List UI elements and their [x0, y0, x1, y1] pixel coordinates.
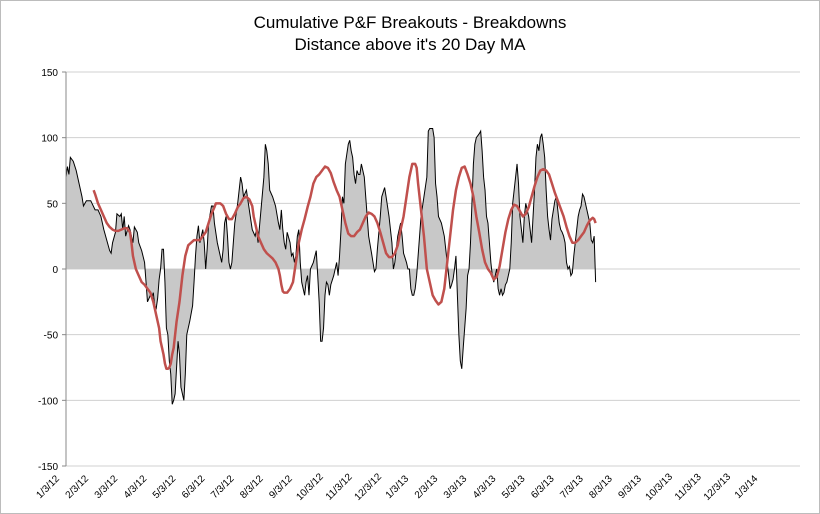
- x-tick-label: 4/3/13: [471, 473, 499, 501]
- x-tick-label: 10/3/12: [294, 471, 326, 503]
- y-tick-label: 0: [52, 265, 58, 276]
- x-tick-label: 9/3/12: [267, 473, 295, 501]
- x-tick-label: 7/3/13: [558, 473, 586, 501]
- x-tick-label: 12/3/13: [702, 471, 734, 503]
- x-tick-label: 11/3/12: [324, 472, 355, 503]
- y-tick-label: 50: [47, 199, 59, 210]
- chart-title-line-1: Cumulative P&F Breakouts - Breakdowns: [253, 13, 567, 32]
- y-tick-label: -100: [38, 396, 58, 407]
- x-tick-label: 9/3/13: [617, 473, 645, 501]
- y-tick-label: -150: [38, 462, 58, 473]
- y-tick-label: -50: [44, 331, 59, 342]
- x-tick-label: 6/3/13: [529, 473, 557, 501]
- x-tick-label: 1/3/12: [35, 473, 63, 501]
- series-layer: [65, 127, 597, 405]
- x-tick-label: 8/3/13: [587, 473, 615, 501]
- x-tick-labels: 1/3/12 2/3/12 3/3/12 4/3/12 5/3/12 6/3/12 7/3/…: [35, 471, 761, 503]
- x-tick-label: 5/3/13: [500, 473, 528, 501]
- series-area-line: [65, 127, 597, 405]
- axes: [62, 71, 67, 467]
- x-tick-label: 5/3/12: [151, 473, 179, 501]
- series-area-fill: [66, 128, 596, 405]
- x-tick-label: 2/3/13: [413, 473, 441, 501]
- x-tick-label: 8/3/12: [238, 473, 266, 501]
- y-tick-label: 100: [41, 134, 58, 145]
- x-tick-label: 12/3/12: [353, 471, 385, 503]
- x-tick-label: 1/3/13: [384, 473, 412, 501]
- x-tick-label: 7/3/12: [209, 473, 237, 501]
- series-ma-line: [92, 162, 597, 371]
- x-tick-label: 10/3/13: [644, 471, 676, 503]
- x-tick-label: 3/3/13: [442, 473, 470, 501]
- x-tick-label: 3/3/12: [93, 473, 121, 501]
- chart-title: Cumulative P&F Breakouts - Breakdowns Di…: [0, 12, 820, 56]
- x-tick-label: 11/3/13: [673, 472, 704, 503]
- x-tick-label: 6/3/12: [180, 473, 208, 501]
- x-tick-label: 4/3/12: [122, 473, 150, 501]
- y-tick-label: 150: [41, 68, 58, 79]
- y-tick-labels: 150 100 50 0 -50 -100 -150: [38, 68, 58, 473]
- chart-subtitle: Distance above it's 20 Day MA: [294, 35, 526, 54]
- x-tick-label: 1/3/14: [733, 473, 761, 501]
- x-tick-label: 2/3/12: [64, 473, 92, 501]
